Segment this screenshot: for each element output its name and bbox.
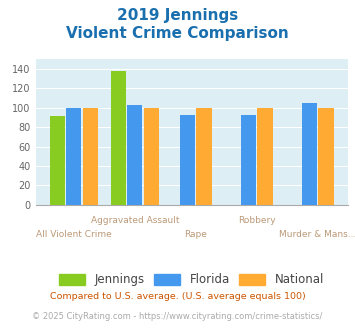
Text: Aggravated Assault: Aggravated Assault (91, 216, 179, 225)
Bar (257, 108, 273, 205)
Bar (50, 115, 65, 205)
Text: Murder & Mans...: Murder & Mans... (279, 230, 355, 239)
Text: Rape: Rape (184, 230, 207, 239)
Text: All Violent Crime: All Violent Crime (36, 230, 112, 239)
Bar (127, 105, 142, 205)
Bar (196, 108, 212, 205)
Text: 2019 Jennings: 2019 Jennings (117, 8, 238, 23)
Bar (241, 115, 256, 205)
Text: Violent Crime Comparison: Violent Crime Comparison (66, 26, 289, 41)
Bar (302, 103, 317, 205)
Bar (66, 108, 81, 205)
Bar (83, 108, 98, 205)
Text: © 2025 CityRating.com - https://www.cityrating.com/crime-statistics/: © 2025 CityRating.com - https://www.city… (32, 312, 323, 321)
Bar (318, 108, 334, 205)
Text: Compared to U.S. average. (U.S. average equals 100): Compared to U.S. average. (U.S. average … (50, 292, 305, 301)
Bar (180, 115, 195, 205)
Bar (144, 108, 159, 205)
Legend: Jennings, Florida, National: Jennings, Florida, National (55, 269, 329, 291)
Text: Robbery: Robbery (238, 216, 275, 225)
Bar (111, 71, 126, 205)
